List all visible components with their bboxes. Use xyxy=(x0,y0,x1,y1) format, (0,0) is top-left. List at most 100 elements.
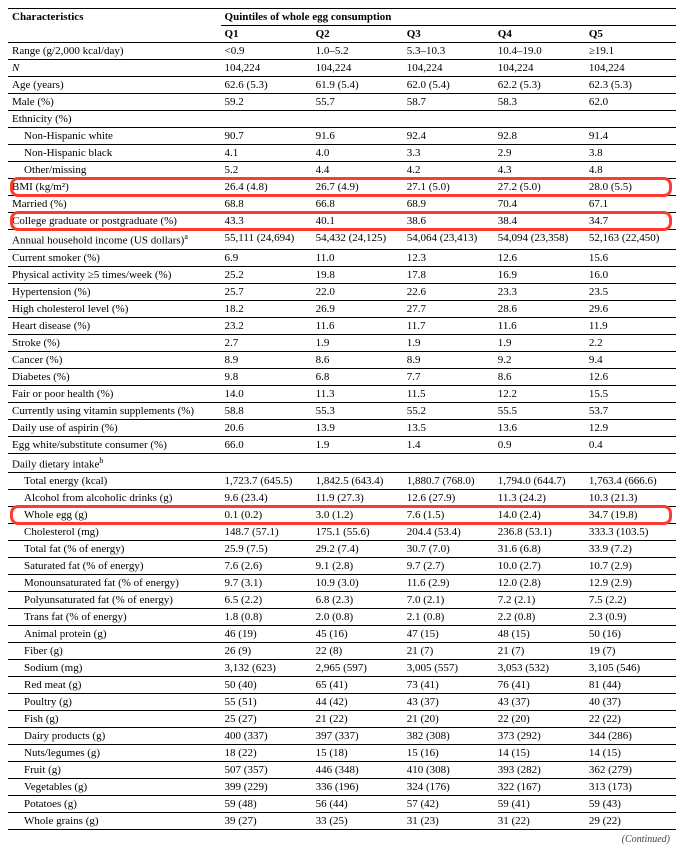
cell-q2: 29.2 (7.4) xyxy=(312,541,403,558)
cell-q3: 92.4 xyxy=(403,128,494,145)
cell-q1: 62.6 (5.3) xyxy=(221,77,312,94)
cell-q2: 13.9 xyxy=(312,419,403,436)
cell-q5: 344 (286) xyxy=(585,728,676,745)
cell-q4: 4.3 xyxy=(494,162,585,179)
row-label: Trans fat (% of energy) xyxy=(8,609,221,626)
cell-q2: 397 (337) xyxy=(312,728,403,745)
table-row: Fish (g)25 (27)21 (22)21 (20)22 (20)22 (… xyxy=(8,711,676,728)
cell-q4: 373 (292) xyxy=(494,728,585,745)
row-label: Cholesterol (mg) xyxy=(8,524,221,541)
cell-q5: 0.4 xyxy=(585,436,676,453)
cell-q1: 55,111 (24,694) xyxy=(221,230,312,250)
cell-q1: 6.9 xyxy=(221,249,312,266)
table-row: Dairy products (g)400 (337)397 (337)382 … xyxy=(8,728,676,745)
cell-q4: 7.2 (2.1) xyxy=(494,592,585,609)
table-row: Fruit (g)507 (357)446 (348)410 (308)393 … xyxy=(8,762,676,779)
cell-q4: 59 (41) xyxy=(494,796,585,813)
cell-q5: 29 (22) xyxy=(585,813,676,830)
cell-q3: 43 (37) xyxy=(403,694,494,711)
cell-q5: 333.3 (103.5) xyxy=(585,524,676,541)
row-label: Currently using vitamin supplements (%) xyxy=(8,402,221,419)
table-row: Other/missing5.24.44.24.34.8 xyxy=(8,162,676,179)
cell-q2: 26.7 (4.9) xyxy=(312,179,403,196)
cell-q4: 8.6 xyxy=(494,368,585,385)
cell-q3: 17.8 xyxy=(403,266,494,283)
cell-q5: 10.7 (2.9) xyxy=(585,558,676,575)
row-label: Vegetables (g) xyxy=(8,779,221,796)
table-row: Diabetes (%)9.86.87.78.612.6 xyxy=(8,368,676,385)
cell-q2: 336 (196) xyxy=(312,779,403,796)
cell-q2: 104,224 xyxy=(312,60,403,77)
table-row: Whole grains (g)39 (27)33 (25)31 (23)31 … xyxy=(8,813,676,830)
cell-q5: 2.3 (0.9) xyxy=(585,609,676,626)
cell-q1: 18 (22) xyxy=(221,745,312,762)
cell-q2: 4.0 xyxy=(312,145,403,162)
cell-q3: 21 (7) xyxy=(403,643,494,660)
cell-q5: 2.2 xyxy=(585,334,676,351)
cell-q2: 1,842.5 (643.4) xyxy=(312,473,403,490)
cell-q4: 0.9 xyxy=(494,436,585,453)
cell-q2: 446 (348) xyxy=(312,762,403,779)
row-label: Dairy products (g) xyxy=(8,728,221,745)
cell-q5: 313 (173) xyxy=(585,779,676,796)
row-label: Married (%) xyxy=(8,196,221,213)
cell-q2: 65 (41) xyxy=(312,677,403,694)
cell-q1: 14.0 xyxy=(221,385,312,402)
cell-q1: 25.9 (7.5) xyxy=(221,541,312,558)
row-label: Ethnicity (%) xyxy=(8,111,221,128)
cell-q5: 59 (43) xyxy=(585,796,676,813)
cell-q2: 175.1 (55.6) xyxy=(312,524,403,541)
cell-q1: 90.7 xyxy=(221,128,312,145)
cell-q1: 26 (9) xyxy=(221,643,312,660)
cell-q3: 1.4 xyxy=(403,436,494,453)
cell-q5: 15.5 xyxy=(585,385,676,402)
cell-q3: 7.6 (1.5) xyxy=(403,507,494,524)
cell-q2: 11.9 (27.3) xyxy=(312,490,403,507)
table-row: College graduate or postgraduate (%)43.3… xyxy=(8,213,676,230)
cell-q1 xyxy=(221,453,312,473)
table-body: Range (g/2,000 kcal/day)<0.91.0–5.25.3–1… xyxy=(8,43,676,830)
cell-q2: 4.4 xyxy=(312,162,403,179)
cell-q2: 6.8 xyxy=(312,368,403,385)
row-label: Egg white/substitute consumer (%) xyxy=(8,436,221,453)
cell-q5: 34.7 (19.8) xyxy=(585,507,676,524)
cell-q1: 6.5 (2.2) xyxy=(221,592,312,609)
table-row: Total energy (kcal)1,723.7 (645.5)1,842.… xyxy=(8,473,676,490)
cell-q3: 27.7 xyxy=(403,300,494,317)
cell-q2: 26.9 xyxy=(312,300,403,317)
table-row: Trans fat (% of energy)1.8 (0.8)2.0 (0.8… xyxy=(8,609,676,626)
cell-q1: 66.0 xyxy=(221,436,312,453)
cell-q3: 324 (176) xyxy=(403,779,494,796)
cell-q1: 507 (357) xyxy=(221,762,312,779)
cell-q5 xyxy=(585,453,676,473)
header-group: Quintiles of whole egg consumption xyxy=(221,9,676,26)
cell-q2: 2.0 (0.8) xyxy=(312,609,403,626)
table-row: Total fat (% of energy)25.9 (7.5)29.2 (7… xyxy=(8,541,676,558)
header-q3: Q3 xyxy=(403,26,494,43)
cell-q3: 13.5 xyxy=(403,419,494,436)
cell-q2: 33 (25) xyxy=(312,813,403,830)
cell-q5: 28.0 (5.5) xyxy=(585,179,676,196)
cell-q3: 410 (308) xyxy=(403,762,494,779)
cell-q1: 55 (51) xyxy=(221,694,312,711)
cell-q5: 11.9 xyxy=(585,317,676,334)
cell-q4: 1.9 xyxy=(494,334,585,351)
cell-q1: <0.9 xyxy=(221,43,312,60)
row-label: High cholesterol level (%) xyxy=(8,300,221,317)
cell-q2 xyxy=(312,111,403,128)
cell-q3: 11.7 xyxy=(403,317,494,334)
row-label: Fiber (g) xyxy=(8,643,221,660)
cell-q1: 3,132 (623) xyxy=(221,660,312,677)
table-row: Heart disease (%)23.211.611.711.611.9 xyxy=(8,317,676,334)
cell-q5: 19 (7) xyxy=(585,643,676,660)
cell-q1: 58.8 xyxy=(221,402,312,419)
cell-q5: ≥19.1 xyxy=(585,43,676,60)
table-row: Current smoker (%)6.911.012.312.615.6 xyxy=(8,249,676,266)
cell-q4: 38.4 xyxy=(494,213,585,230)
cell-q2: 55.3 xyxy=(312,402,403,419)
cell-q5: 1,763.4 (666.6) xyxy=(585,473,676,490)
cell-q5: 3.8 xyxy=(585,145,676,162)
cell-q2: 19.8 xyxy=(312,266,403,283)
row-label: Saturated fat (% of energy) xyxy=(8,558,221,575)
cell-q4: 104,224 xyxy=(494,60,585,77)
